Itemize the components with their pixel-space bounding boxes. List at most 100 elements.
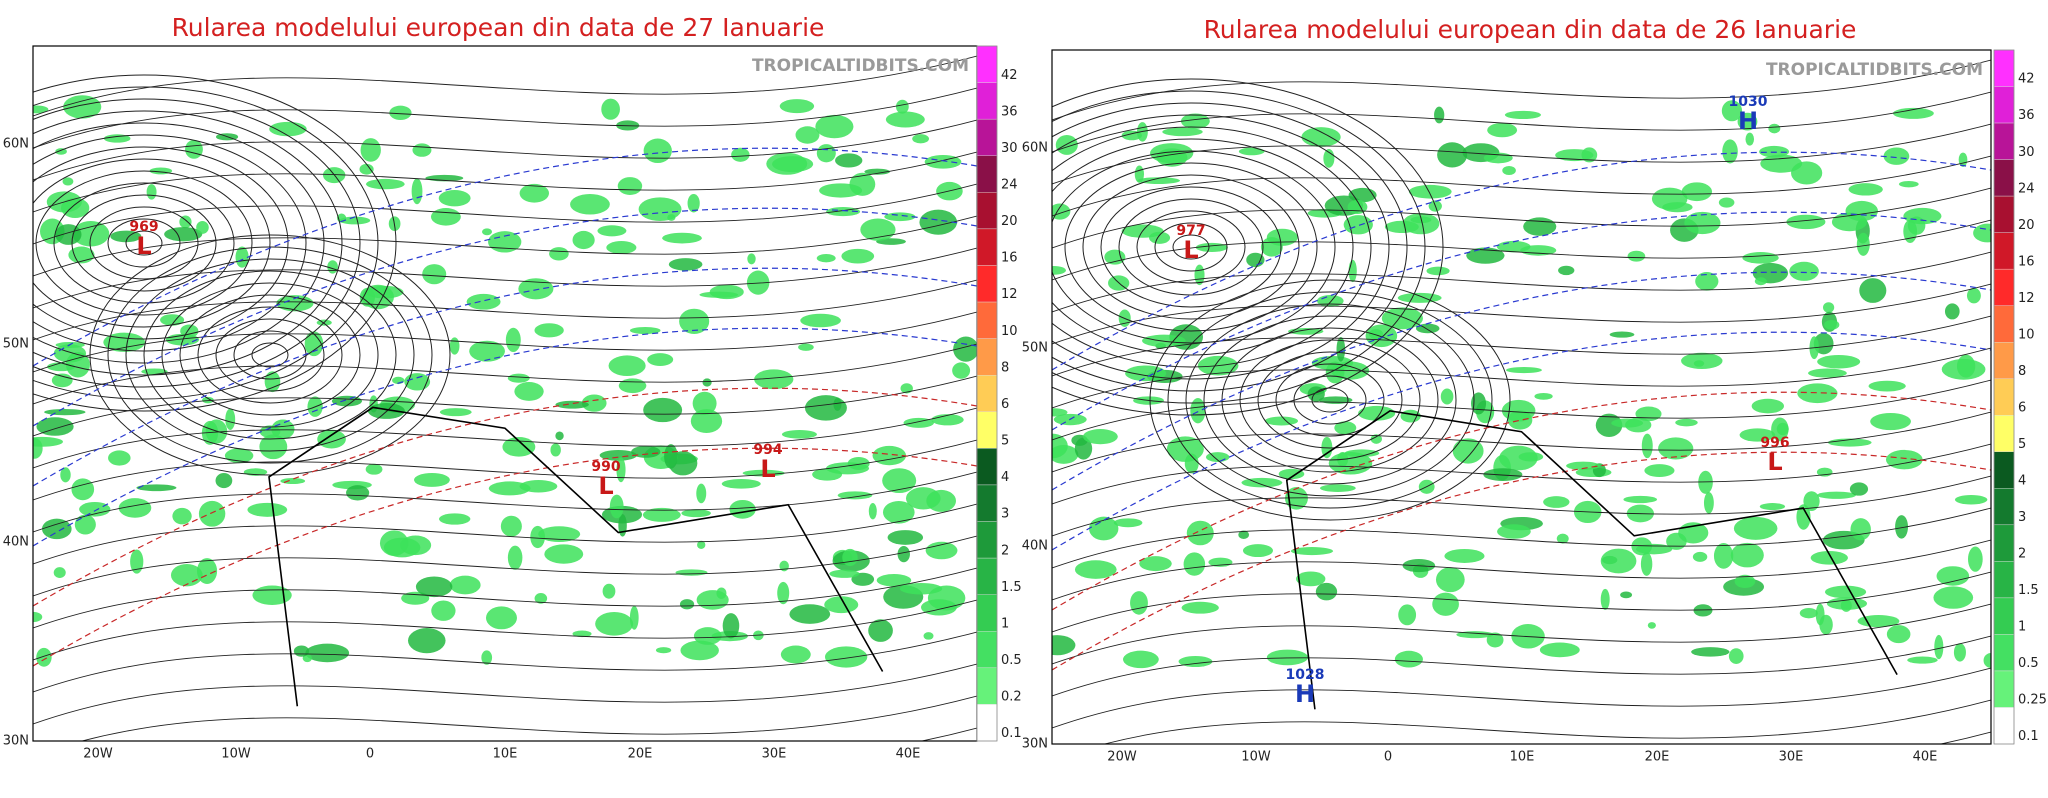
isobar <box>179 294 361 416</box>
colorbar-cell <box>976 521 998 559</box>
colorbar-label: 16 <box>2018 254 2035 269</box>
precip-area <box>581 394 607 412</box>
precip-area <box>365 463 383 475</box>
precip-area <box>1184 453 1199 474</box>
precip-area <box>1130 591 1148 615</box>
thickness-line <box>33 447 977 667</box>
precip-area <box>1181 601 1219 614</box>
watermark: TROPICALTIDBITS.COM <box>752 56 969 76</box>
isobar <box>33 55 977 117</box>
precip-area <box>172 507 192 525</box>
precip-area <box>519 183 550 203</box>
isobar <box>33 663 977 725</box>
precip-area <box>1892 107 1934 119</box>
colorbar-cell <box>976 45 998 83</box>
precip-area <box>146 184 157 200</box>
precip-area <box>1180 113 1210 129</box>
isobar <box>1052 347 1991 409</box>
isobar <box>33 535 977 597</box>
precip-area <box>1703 492 1714 514</box>
precip-area <box>1954 495 1988 505</box>
precip-area <box>1958 152 1968 167</box>
precip-area <box>118 498 152 518</box>
map-frame <box>1051 49 1992 745</box>
precip-area <box>1296 571 1326 587</box>
precip-area <box>1539 642 1580 658</box>
latitude-label: 60N <box>1022 141 1048 156</box>
precip-area <box>36 417 74 436</box>
precip-area <box>1137 177 1181 184</box>
map-title: Rularea modelului european din data de 2… <box>172 13 825 42</box>
precip-area <box>1824 319 1840 330</box>
colorbar-cell <box>1993 524 2015 562</box>
precip-area <box>55 224 82 245</box>
precip-area <box>1728 648 1744 664</box>
precip-area <box>900 383 913 394</box>
precip-area <box>179 215 192 229</box>
isobar <box>1257 351 1403 449</box>
center-pressure: 996 <box>1760 435 1789 451</box>
precip-area <box>1381 307 1423 330</box>
precip-area <box>882 500 915 524</box>
precip-area <box>618 378 647 394</box>
precip-area <box>1623 495 1658 504</box>
precip-area <box>681 509 711 518</box>
precip-area <box>617 177 643 195</box>
precip-area <box>1238 147 1265 156</box>
precip-area <box>601 98 620 120</box>
precip-area <box>1898 180 1919 188</box>
colorbar-cell <box>976 594 998 632</box>
latitude-label: 30N <box>3 734 29 749</box>
center-pressure: 990 <box>591 459 620 475</box>
precip-area <box>1139 556 1172 572</box>
precip-area <box>772 156 814 173</box>
colorbar-label: 30 <box>1001 141 1018 156</box>
precip-area <box>731 147 750 162</box>
precip-area <box>1692 551 1708 562</box>
isobar <box>1154 222 1228 272</box>
precip-area <box>1183 552 1206 576</box>
precip-area <box>438 189 471 207</box>
precip-area <box>549 247 569 261</box>
isobar <box>1052 59 1991 121</box>
precip-area <box>305 643 350 663</box>
precip-area <box>1523 217 1557 236</box>
precip-area <box>1849 482 1869 496</box>
precip-area <box>1907 216 1926 235</box>
precip-area <box>1771 417 1789 442</box>
precip-area <box>1695 272 1719 291</box>
thickness-line <box>1052 391 1991 611</box>
precip-area <box>699 291 739 298</box>
precip-area <box>1609 331 1635 338</box>
precip-area <box>599 449 637 461</box>
longitude-label: 10W <box>221 747 251 762</box>
colorbar-label: 3 <box>1001 507 1009 522</box>
precip-area <box>164 227 203 242</box>
center-pressure: 1028 <box>1286 667 1325 683</box>
precip-area <box>33 611 43 623</box>
precip-area <box>1859 278 1887 303</box>
isobar <box>33 74 397 412</box>
precip-area <box>1052 445 1079 464</box>
precip-area <box>518 278 554 300</box>
precip-area <box>1435 567 1465 593</box>
longitude-label: 0 <box>366 747 374 762</box>
colorbar-label: 36 <box>2018 108 2035 123</box>
precip-area <box>1840 599 1852 612</box>
colorbar-cell <box>976 411 998 449</box>
precip-area <box>1595 413 1623 437</box>
colorbar-label: 0.25 <box>2018 693 2047 708</box>
colorbar-label: 42 <box>2018 72 2035 87</box>
precip-area <box>383 537 421 558</box>
colorbar-cell <box>1993 195 2015 233</box>
colorbar-cell <box>1993 488 2015 526</box>
precip-area <box>1400 409 1421 423</box>
precip-area <box>1956 354 1976 378</box>
precip-area <box>679 599 695 610</box>
precip-area <box>679 308 710 335</box>
precip-area <box>1074 437 1093 460</box>
latitude-label: 30N <box>1022 737 1048 752</box>
colorbar-cell <box>1993 451 2015 489</box>
colorbar-label: 36 <box>1001 104 1018 119</box>
